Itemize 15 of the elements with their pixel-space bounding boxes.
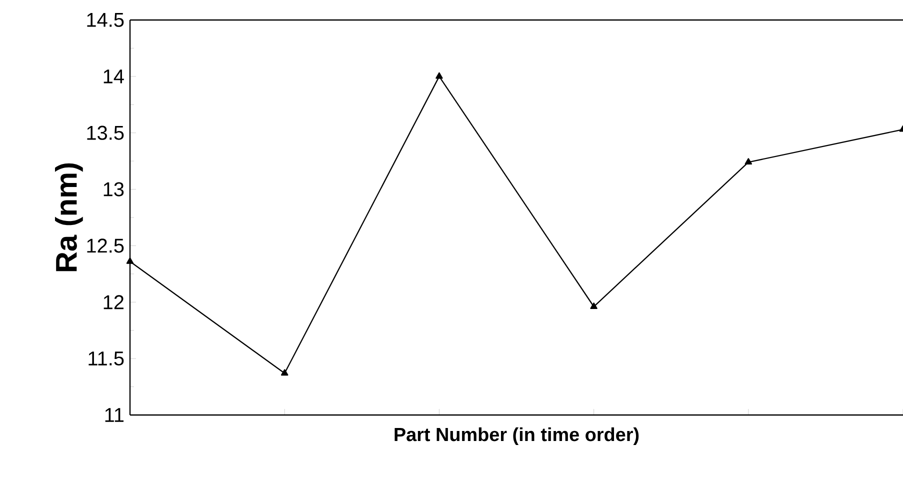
y-tick-label: 12 [104,295,124,310]
x-axis-title: Part Number (in time order) [394,427,639,445]
y-tick-label: 14 [104,70,124,84]
point [126,257,134,264]
y-tick-label: 13 [104,182,124,196]
y-tick-label: 14.5 [87,13,124,27]
y-tick-label: 12.5 [87,238,124,253]
point [744,158,752,165]
y-tick-label: 11 [105,408,124,422]
y-axis-title: Ra (nm) [55,163,83,272]
point [436,72,443,79]
y-tick-label: 11.5 [88,352,124,366]
point [590,302,598,309]
point [280,369,288,376]
y-tick-label: 13.5 [87,126,124,140]
